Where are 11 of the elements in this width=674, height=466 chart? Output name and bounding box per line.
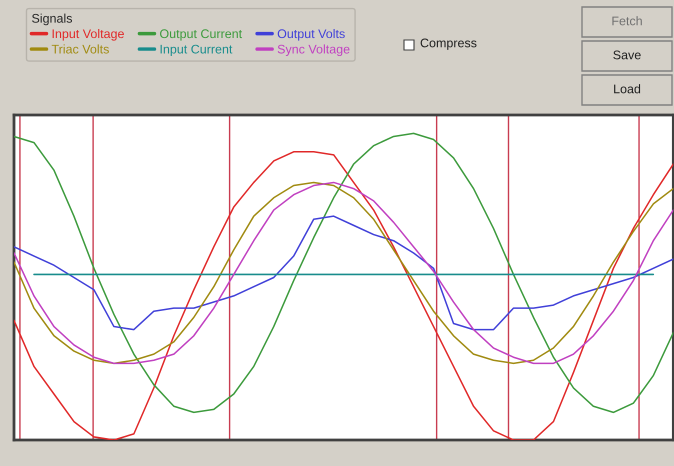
text: Fetch xyxy=(612,16,642,26)
legend-label: Triac Volts xyxy=(52,44,109,54)
legend-label: Sync Voltage xyxy=(278,44,350,56)
legend-title: Signals xyxy=(32,14,72,26)
legend-label: Output Volts xyxy=(278,28,345,41)
legend-label: Output Current xyxy=(160,29,242,41)
text: Save xyxy=(613,50,641,60)
text: Compress xyxy=(420,38,477,50)
text: Load xyxy=(614,84,640,94)
legend-label: Input Voltage xyxy=(52,28,124,41)
legend-label: Input Current xyxy=(160,44,232,56)
